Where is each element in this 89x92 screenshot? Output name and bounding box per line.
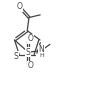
Text: H: H [39, 53, 44, 58]
Text: N: N [38, 45, 44, 54]
Text: O: O [28, 61, 33, 70]
Text: S: S [26, 48, 31, 57]
Text: O: O [28, 34, 33, 43]
Text: S: S [14, 52, 18, 61]
Text: O: O [17, 2, 22, 11]
